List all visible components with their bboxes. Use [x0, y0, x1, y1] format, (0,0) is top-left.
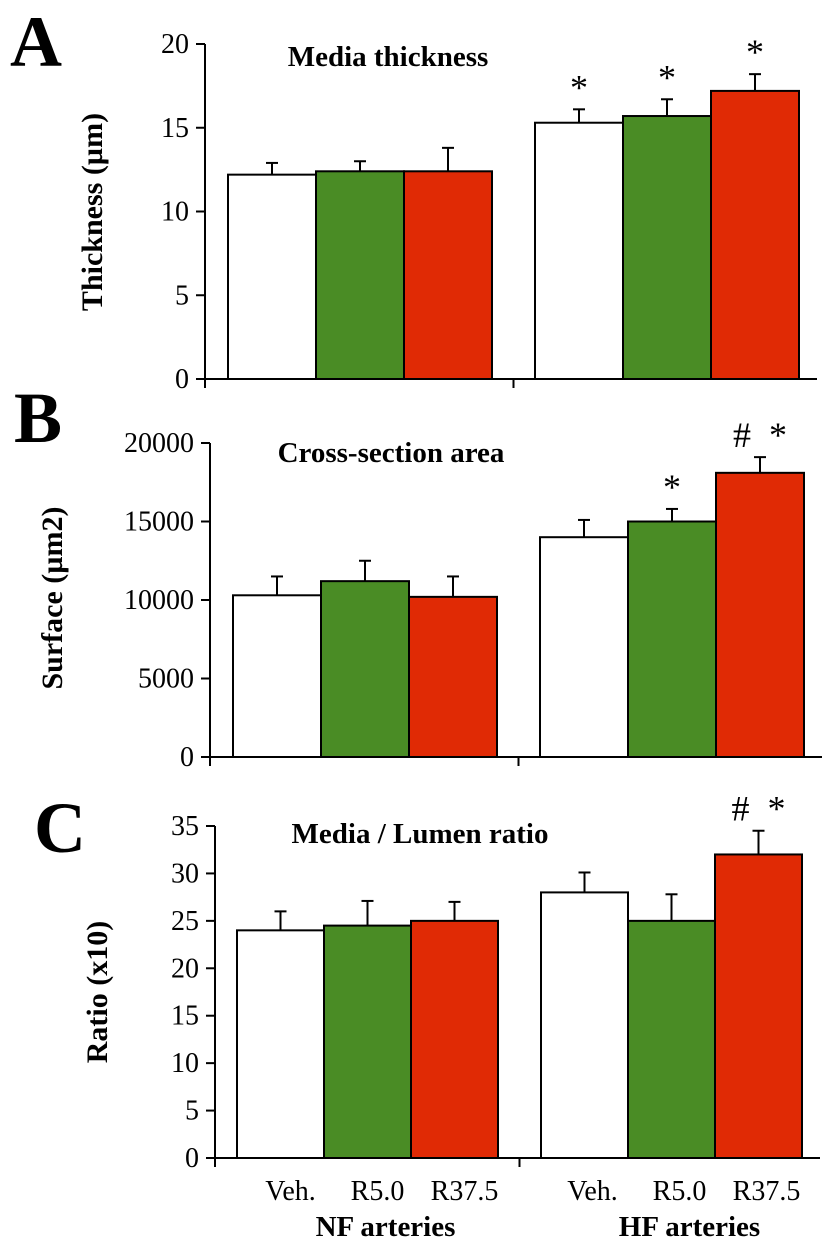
y-tick-label: 35	[171, 811, 199, 842]
y-tick-label: 0	[175, 364, 189, 395]
significance-marker: *	[570, 67, 588, 107]
bar-veh-nf	[232, 594, 322, 758]
y-tick-label: 10	[161, 197, 189, 228]
y-axis-label: Thickness (µm)	[76, 113, 109, 311]
bar-r375-hf	[714, 853, 803, 1159]
x-category-label: R5.0	[351, 1176, 405, 1207]
x-category-label: R37.5	[431, 1176, 499, 1207]
y-axis-label: Ratio (x10)	[81, 921, 114, 1063]
y-tick-label: 20	[161, 29, 189, 60]
y-tick-label: 15	[171, 1001, 199, 1032]
panel-letter: A	[10, 2, 62, 82]
y-tick-label: 30	[171, 858, 199, 889]
y-tick-label: 5	[175, 280, 189, 311]
x-group-label: NF arteries	[316, 1211, 456, 1243]
y-tick-label: 20	[171, 953, 199, 984]
bar-r375-hf	[710, 89, 800, 381]
significance-marker: *	[663, 467, 681, 507]
y-tick-label: 15	[161, 113, 189, 144]
y-tick-label: 10	[171, 1048, 199, 1079]
x-category-label: Veh.	[265, 1176, 316, 1207]
chart-panel-c: C Media / Lumen ratio Ratio (x10) # * 0 5 10 15…	[34, 788, 820, 1243]
bar-r375-nf	[403, 170, 493, 380]
x-category-label: Veh.	[567, 1176, 618, 1207]
y-tick-label: 5000	[138, 664, 194, 695]
chart-title: Cross-section area	[278, 437, 505, 469]
bar-r375-hf	[715, 471, 805, 758]
bar-r50-nf	[323, 924, 412, 1159]
chart-title: Media thickness	[288, 41, 489, 73]
bar-r375-nf	[408, 595, 498, 758]
y-tick-label: 25	[171, 906, 199, 937]
bar-veh-hf	[540, 891, 629, 1160]
chart-panel-a: A Media thickness Thickness (µm) * * * 0 5 10 15 2…	[10, 2, 817, 395]
y-tick-label: 0	[185, 1143, 199, 1174]
chart-panel-b: B Cross-section area Surface (µm2) * # * 0 500…	[14, 378, 822, 773]
bar-r375-nf	[410, 919, 499, 1159]
significance-marker: *	[746, 32, 764, 72]
panel-letter: B	[14, 378, 62, 458]
y-tick-label: 10000	[124, 585, 194, 616]
bar-veh-nf	[227, 173, 317, 380]
y-axis-label: Surface (µm2)	[36, 506, 69, 689]
bar-r50-hf	[627, 520, 717, 758]
significance-marker: # *	[732, 789, 786, 829]
significance-marker: # *	[733, 415, 787, 455]
bar-r50-nf	[315, 170, 405, 380]
x-category-label: R37.5	[733, 1176, 801, 1207]
x-category-label: R5.0	[653, 1176, 707, 1207]
bar-veh-hf	[534, 121, 624, 380]
y-tick-label: 20000	[124, 428, 194, 459]
bar-r50-hf	[622, 115, 712, 381]
x-group-label: HF arteries	[619, 1211, 760, 1243]
bar-r50-nf	[320, 580, 410, 758]
y-tick-label: 0	[180, 742, 194, 773]
panel-letter: C	[34, 788, 86, 868]
y-tick-label: 15000	[124, 507, 194, 538]
bar-r50-hf	[627, 919, 716, 1159]
chart-title: Media / Lumen ratio	[292, 818, 549, 850]
bar-veh-nf	[236, 929, 325, 1159]
y-tick-label: 5	[185, 1096, 199, 1127]
bar-veh-hf	[539, 536, 629, 759]
significance-marker: *	[658, 57, 676, 97]
